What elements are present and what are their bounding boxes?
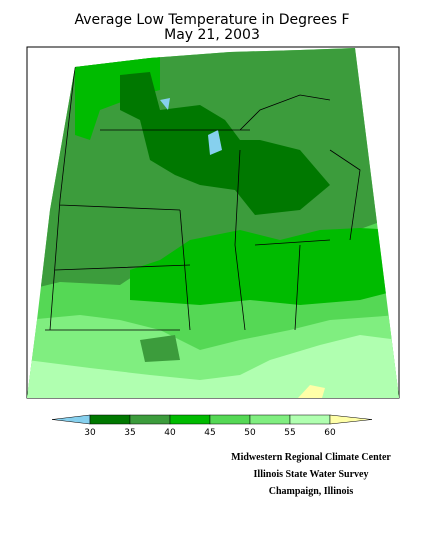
legend-swatch xyxy=(209,414,251,425)
zone xyxy=(27,335,399,398)
zone xyxy=(298,385,325,398)
credit: Champaign, Illinois xyxy=(269,486,354,497)
title-line: May 21, 2003 xyxy=(164,27,260,43)
legend-tick-label: 60 xyxy=(324,428,336,438)
legend-swatch xyxy=(289,414,331,425)
legend-swatch xyxy=(169,414,211,425)
legend-swatch xyxy=(89,414,131,425)
legend-tick-label: 30 xyxy=(84,428,96,438)
legend-tick-label: 45 xyxy=(204,428,215,438)
legend-swatch xyxy=(129,414,171,425)
state-border xyxy=(45,66,361,331)
legend-tick-label: 55 xyxy=(284,428,295,438)
map-area xyxy=(27,48,399,398)
lake xyxy=(160,98,170,110)
zone xyxy=(75,48,160,140)
legend-tick-label: 50 xyxy=(244,428,256,438)
credit: Midwestern Regional Climate Center xyxy=(231,452,391,463)
zone xyxy=(140,335,180,362)
legend: 30 35 40 45 50 55 60 xyxy=(51,414,373,438)
legend-swatch xyxy=(249,414,291,425)
lake xyxy=(208,130,222,155)
legend-arrow xyxy=(329,414,373,425)
credit: Illinois State Water Survey xyxy=(254,469,369,480)
legend-tick-label: 35 xyxy=(124,428,135,438)
title-line: Average Low Temperature in Degrees F xyxy=(74,12,349,28)
legend-tick-label: 40 xyxy=(164,428,176,438)
zone xyxy=(120,72,330,215)
legend-arrow xyxy=(51,414,91,425)
zone xyxy=(130,228,399,305)
